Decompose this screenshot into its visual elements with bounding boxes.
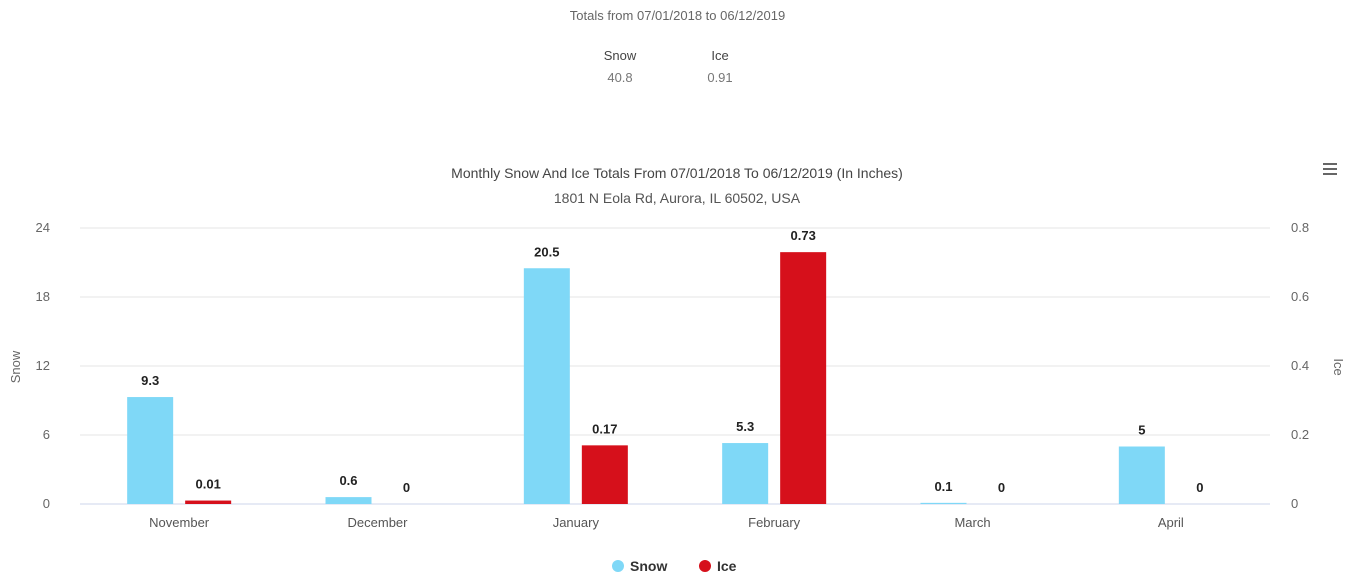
data-label-ice: 0.17: [592, 421, 617, 436]
legend-snow-label: Snow: [630, 558, 667, 574]
x-tick-label: April: [1158, 515, 1184, 530]
totals-table: Snow Ice 40.8 0.91: [570, 48, 770, 85]
legend-item-ice[interactable]: Ice: [699, 558, 737, 574]
y-left-tick-label: 12: [36, 358, 50, 373]
legend-ice-marker: [699, 560, 711, 572]
totals-ice-value: 0.91: [707, 70, 733, 85]
bar-snow[interactable]: [1118, 446, 1165, 505]
x-tick-label: November: [149, 515, 210, 530]
legend: Snow Ice: [612, 558, 737, 574]
y-right-tick-label: 0: [1291, 496, 1298, 511]
data-label-ice: 0: [1196, 480, 1203, 495]
menu-line: [1323, 163, 1337, 165]
bar-ice[interactable]: [581, 445, 628, 504]
data-label-snow: 5.3: [736, 419, 754, 434]
data-label-ice: 0: [403, 480, 410, 495]
menu-line: [1323, 173, 1337, 175]
y-left-tick-label: 18: [36, 289, 50, 304]
y-right-tick-label: 0.4: [1291, 358, 1309, 373]
legend-snow-marker: [612, 560, 624, 572]
bar-ice[interactable]: [780, 252, 827, 504]
data-label-snow: 5: [1138, 423, 1145, 438]
y-right-tick-label: 0.6: [1291, 289, 1309, 304]
bar-snow[interactable]: [920, 502, 967, 504]
y-right-tick-label: 0.2: [1291, 427, 1309, 442]
totals-value-row: 40.8 0.91: [570, 63, 770, 85]
data-label-ice: 0.01: [196, 477, 221, 492]
data-labels-group: 9.3 0.01 0.6 0 20.5 0.17 5.3 0.73 0.1 0 5 0: [141, 228, 1203, 495]
y-right-tick-label: 0.8: [1291, 220, 1309, 235]
y-left-axis-title: Snow: [8, 350, 23, 383]
totals-ice-label: Ice: [711, 48, 729, 63]
bar-ice[interactable]: [185, 500, 232, 504]
y-left-tick-label: 0: [43, 496, 50, 511]
legend-item-snow[interactable]: Snow: [612, 558, 667, 574]
hamburger-menu-icon[interactable]: [1323, 163, 1337, 177]
data-label-snow: 20.5: [534, 244, 559, 259]
bars-group: [127, 252, 1165, 504]
data-label-snow: 0.1: [934, 479, 952, 494]
y-left-tick-label: 24: [36, 220, 50, 235]
axes-group: 0 0 6 0.2 12 0.4 18 0.6 24 0.8 November December Jan…: [36, 220, 1310, 530]
chart-title: Monthly Snow And Ice Totals From 07/01/2…: [451, 165, 903, 181]
legend-ice-label: Ice: [717, 558, 737, 574]
x-tick-label: February: [748, 515, 801, 530]
bar-snow[interactable]: [523, 268, 570, 504]
totals-header-row: Snow Ice: [570, 48, 770, 63]
x-tick-label: December: [348, 515, 409, 530]
gridlines: [80, 227, 1270, 505]
chart-subtitle: 1801 N Eola Rd, Aurora, IL 60502, USA: [554, 190, 801, 206]
totals-snow-value: 40.8: [607, 70, 633, 85]
bar-snow[interactable]: [127, 397, 174, 504]
data-label-ice: 0.73: [791, 228, 816, 243]
data-label-snow: 0.6: [339, 473, 357, 488]
x-tick-label: January: [553, 515, 600, 530]
bar-snow[interactable]: [722, 443, 769, 504]
y-left-tick-label: 6: [43, 427, 50, 442]
bar-snow[interactable]: [325, 497, 372, 504]
data-label-ice: 0: [998, 480, 1005, 495]
data-label-snow: 9.3: [141, 373, 159, 388]
totals-heading: Totals from 07/01/2018 to 06/12/2019: [569, 8, 786, 23]
menu-line: [1323, 168, 1337, 170]
x-tick-label: March: [954, 515, 990, 530]
totals-snow-label: Snow: [603, 48, 637, 63]
y-right-axis-title: Ice: [1331, 358, 1346, 375]
